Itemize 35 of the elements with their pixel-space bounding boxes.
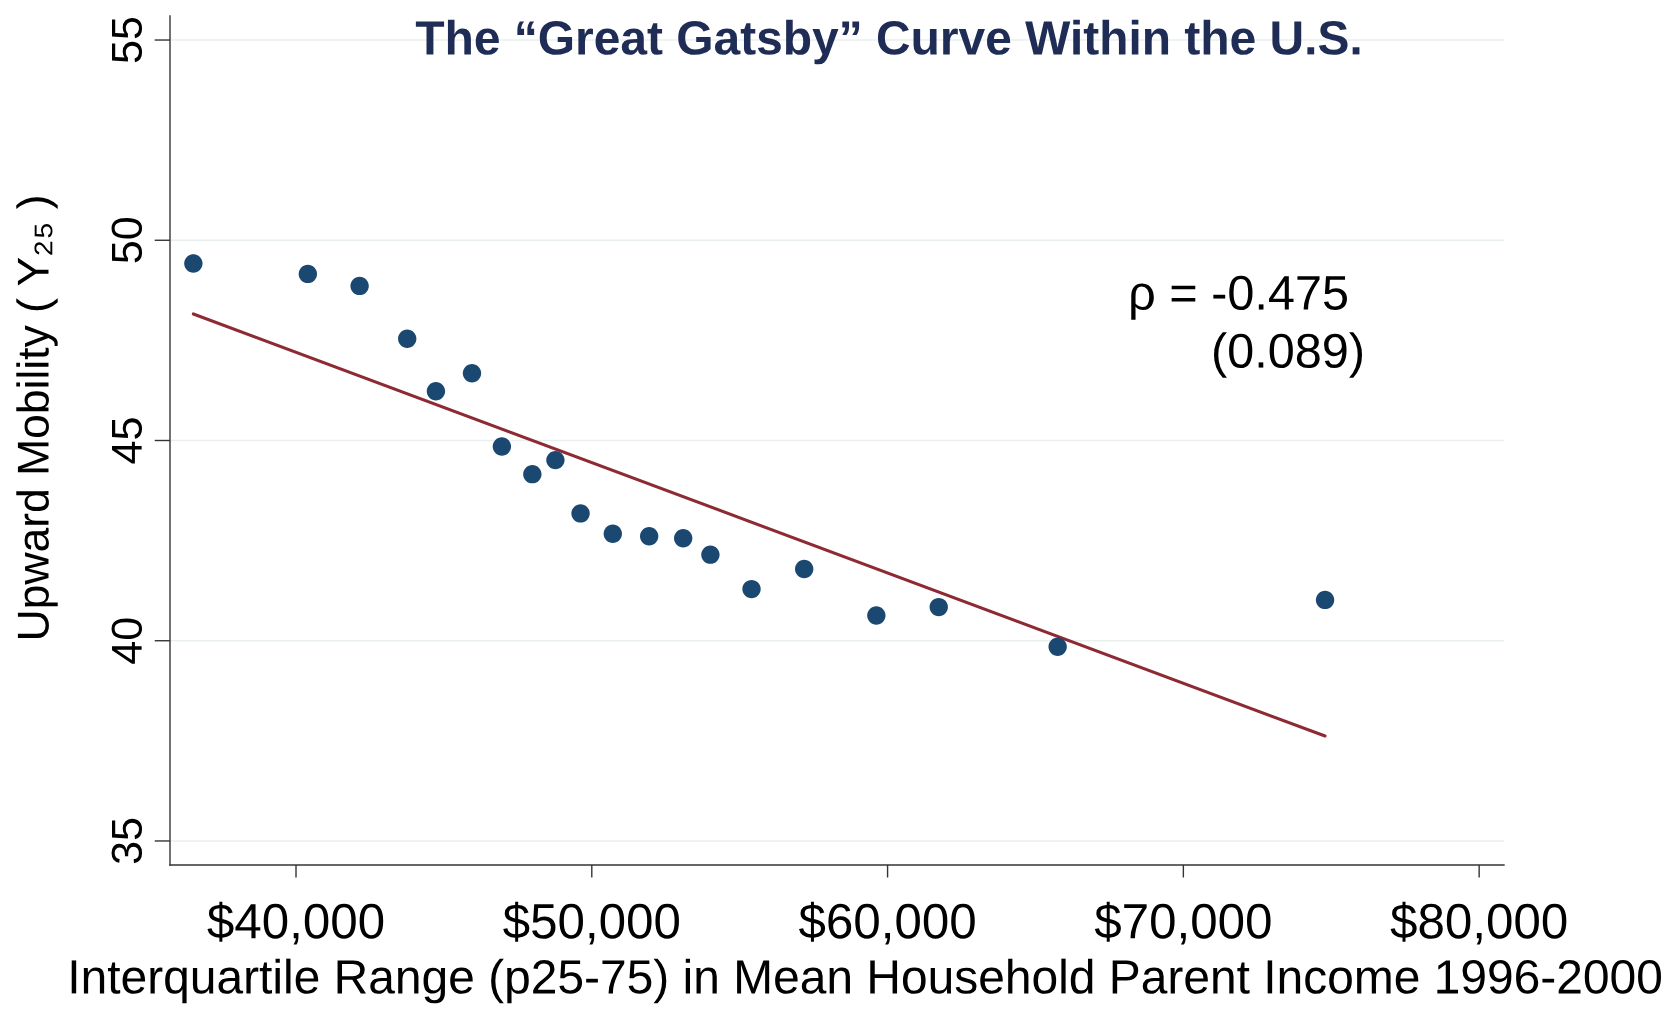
x-tick-label: $40,000 (207, 901, 384, 945)
point (742, 579, 761, 599)
point (184, 254, 203, 273)
point (546, 450, 565, 470)
y-tick-label: 50 (111, 218, 143, 263)
point (639, 527, 659, 546)
y-tick-label: 40 (111, 618, 143, 664)
point (674, 529, 693, 548)
y-tick-label: 55 (112, 17, 143, 63)
point (398, 329, 417, 348)
x-tick-label: $80,000 (1390, 901, 1567, 945)
point (701, 545, 720, 564)
x-axis-title: Interquartile Range (p25-75) in Mean Household Parent Income 1996-2000 (71, 958, 1661, 1004)
annotation: (0.089) (1214, 332, 1362, 378)
point (603, 524, 622, 543)
annotation: ρ = -0.475 (1131, 275, 1347, 320)
y-axis-title: Upward Mobility ( Y₂₅ ) (16, 197, 58, 638)
point (350, 276, 369, 296)
y-tick-label: 35 (111, 818, 143, 864)
x-tick-label: $50,000 (503, 901, 679, 945)
x-tick-label: $60,000 (799, 901, 975, 945)
y-tick-label: 45 (112, 418, 143, 464)
point (1048, 637, 1067, 656)
point (426, 382, 446, 401)
point (867, 606, 886, 625)
x-tick-label: $70,000 (1094, 901, 1271, 945)
chart-title: The “Great Gatsby” Curve Within the U.S. (415, 19, 1360, 65)
point (1315, 590, 1335, 610)
point (492, 437, 512, 456)
point (462, 364, 482, 383)
point (298, 264, 318, 284)
point (794, 559, 814, 579)
point (523, 464, 542, 484)
point (929, 597, 948, 617)
point (571, 504, 590, 523)
